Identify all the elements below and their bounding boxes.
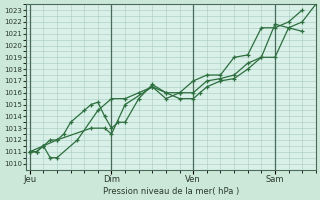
X-axis label: Pression niveau de la mer( hPa ): Pression niveau de la mer( hPa ): [103, 187, 239, 196]
